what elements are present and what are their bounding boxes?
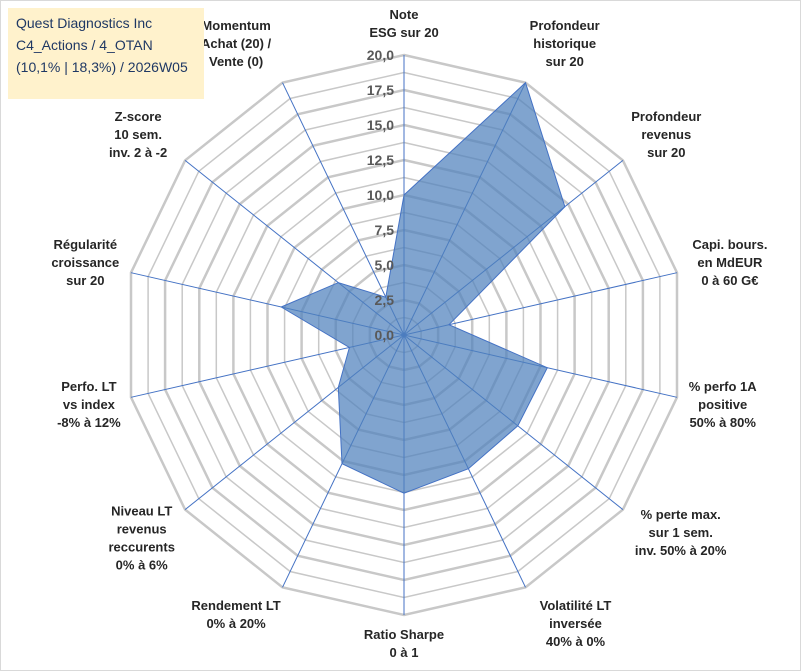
data-series-area (280, 81, 566, 494)
axis-label: Profondeur historique sur 20 (530, 18, 600, 69)
radial-tick-label: 17,5 (367, 82, 394, 98)
axis-label: % perte max. sur 1 sem. inv. 50% à 20% (635, 507, 727, 558)
axis-label: Volatilité LT inversée 40% à 0% (540, 598, 612, 649)
title-box: Quest Diagnostics Inc C4_Actions / 4_OTA… (8, 8, 204, 99)
axis-label: Perfo. LT vs index -8% à 12% (57, 379, 121, 430)
radial-tick-label: 20,0 (367, 47, 394, 63)
axis-label: Momentum Achat (20) / Vente (0) (201, 18, 271, 69)
radial-tick-label: 15,0 (367, 117, 394, 133)
axis-label: Capi. bours. en MdEUR 0 à 60 G€ (692, 237, 767, 288)
title-line-category: C4_Actions / 4_OTAN (16, 37, 153, 53)
axis-label: Ratio Sharpe 0 à 1 (364, 627, 444, 660)
axis-spoke (282, 82, 405, 336)
radial-tick-label: 10,0 (367, 187, 394, 203)
radial-tick-label: 12,5 (367, 152, 394, 168)
radial-tick-label: 5,0 (375, 257, 395, 273)
radial-tick-label: 0,0 (375, 327, 395, 343)
title-line-stats: (10,1% | 18,3%) / 2026W05 (16, 59, 188, 75)
axis-label: Profondeur revenus sur 20 (631, 109, 701, 160)
axis-label: Niveau LT revenus reccurents 0% à 6% (108, 504, 174, 573)
radial-tick-label: 2,5 (375, 292, 395, 308)
title-line-company: Quest Diagnostics Inc (16, 15, 153, 31)
axis-label: Rendement LT 0% à 20% (191, 598, 280, 631)
radial-tick-label: 7,5 (375, 222, 395, 238)
axis-label: Régularité croissance sur 20 (51, 237, 119, 288)
axis-label: Note ESG sur 20 (369, 7, 438, 40)
axis-label: % perfo 1A positive 50% à 80% (689, 379, 758, 430)
axis-label: Z-score 10 sem. inv. 2 à -2 (109, 109, 167, 160)
